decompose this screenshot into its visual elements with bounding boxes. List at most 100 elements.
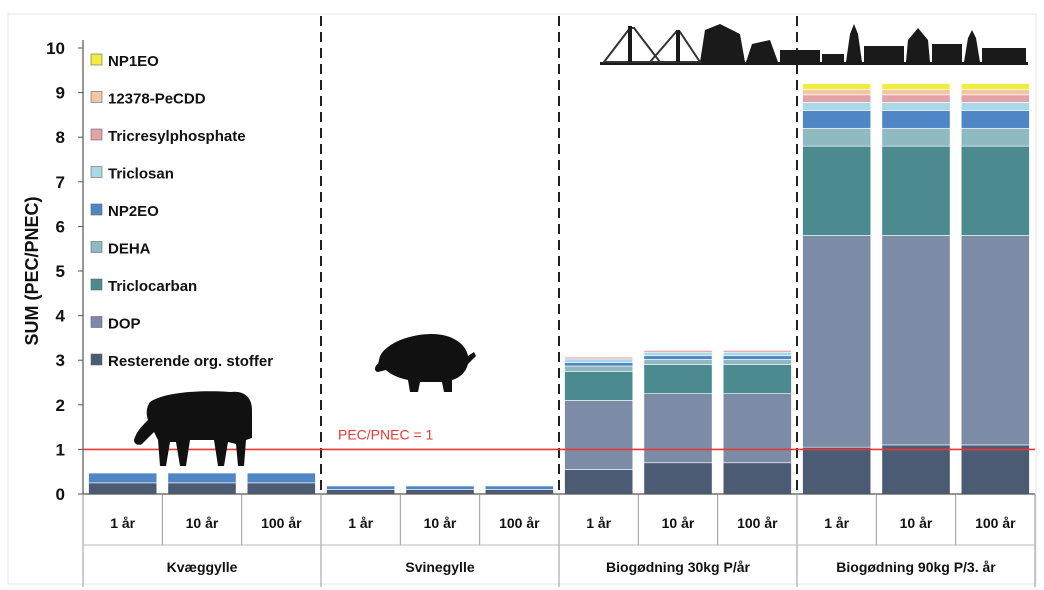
bar-segment xyxy=(881,94,951,103)
legend-label: DEHA xyxy=(108,241,151,258)
legend-label: 12378-PeCDD xyxy=(108,91,206,108)
bar-segment xyxy=(802,235,872,448)
bar-segment xyxy=(881,110,951,129)
legend-label: Tricresylphosphate xyxy=(108,128,246,145)
bar-segment xyxy=(960,145,1030,236)
x-category-label: 100 år xyxy=(975,515,1016,531)
legend-swatch xyxy=(90,166,103,178)
bar-segment xyxy=(564,358,634,363)
x-group-label: Biogødning 30kg P/år xyxy=(606,559,750,575)
bar-segment xyxy=(564,469,634,495)
reference-line-label: PEC/PNEC = 1 xyxy=(338,426,434,442)
bar-segment xyxy=(960,110,1030,129)
bar-segment xyxy=(722,393,792,464)
bar-segment xyxy=(722,364,792,394)
x-category-label: 100 år xyxy=(261,515,302,531)
y-tick-label: 4 xyxy=(56,307,66,326)
bar-segment xyxy=(564,371,634,401)
y-tick-label: 8 xyxy=(56,128,65,147)
legend-label: Triclocarban xyxy=(108,278,197,295)
bar-segment xyxy=(960,127,1030,147)
bar-segment xyxy=(722,350,792,353)
bar-segment xyxy=(643,351,713,357)
bar-segment xyxy=(722,462,792,495)
legend-swatch xyxy=(90,353,103,366)
y-tick-label: 5 xyxy=(56,262,65,281)
bar-segment xyxy=(960,444,1030,495)
cow-icon xyxy=(134,391,252,466)
legend-swatch xyxy=(90,278,103,291)
bar-segment xyxy=(246,482,316,495)
bar-segment xyxy=(484,485,554,490)
bar-segment xyxy=(802,94,872,103)
legend-swatch xyxy=(90,128,103,141)
bar-segment xyxy=(643,393,713,464)
x-category-label: 10 år xyxy=(900,515,933,531)
x-category-label: 10 år xyxy=(424,515,457,531)
x-category-label: 10 år xyxy=(186,515,219,531)
y-tick-label: 7 xyxy=(56,173,65,192)
legend-swatch xyxy=(90,91,103,103)
bar-segment xyxy=(643,364,713,394)
x-category-label: 100 år xyxy=(499,515,540,531)
bar-segment xyxy=(405,485,475,490)
bar-segment xyxy=(802,89,872,96)
bar-segment xyxy=(960,235,1030,446)
bar-segment xyxy=(643,359,713,365)
bar-segment xyxy=(88,472,158,484)
bar-segment xyxy=(643,462,713,495)
y-tick-label: 3 xyxy=(56,351,65,370)
y-tick-label: 9 xyxy=(56,84,65,103)
bar-segment xyxy=(167,482,237,495)
bar-segment xyxy=(802,110,872,129)
bar-segment xyxy=(643,355,713,360)
legend-swatch xyxy=(90,241,103,253)
x-category-label: 1 år xyxy=(348,515,373,531)
bar-segment xyxy=(881,102,951,111)
y-tick-label: 2 xyxy=(56,396,65,415)
bar-segment xyxy=(881,83,951,90)
bar-segment xyxy=(564,400,634,470)
bar-segment xyxy=(564,362,634,367)
legend-swatch xyxy=(90,316,103,328)
bar-segment xyxy=(960,94,1030,103)
legend-label: NP2EO xyxy=(108,203,159,220)
x-group-label: Biogødning 90kg P/3. år xyxy=(836,559,996,575)
x-group-label: Svinegylle xyxy=(405,559,474,575)
bar-segment xyxy=(802,102,872,111)
bar-segment xyxy=(722,359,792,365)
city-skyline-icon xyxy=(600,24,1028,65)
legend-swatch xyxy=(90,203,103,216)
y-axis-title: SUM (PEC/PNEC) xyxy=(22,196,42,345)
bar-segment xyxy=(405,489,475,495)
bar-segment xyxy=(326,485,396,490)
bar-segment xyxy=(246,472,316,484)
bar-segment xyxy=(88,482,158,495)
bar-segment xyxy=(484,489,554,495)
x-group-label: Kvæggylle xyxy=(167,559,238,575)
bar-segment xyxy=(802,145,872,236)
bar-segment xyxy=(643,350,713,353)
bar-segment xyxy=(564,356,634,360)
bar-segment xyxy=(326,489,396,495)
x-category-label: 1 år xyxy=(110,515,135,531)
bar-segment xyxy=(802,127,872,147)
bar-segment xyxy=(802,83,872,90)
bar-segment xyxy=(167,472,237,484)
bar-segment xyxy=(802,446,872,495)
bar-segment xyxy=(881,145,951,236)
bar-segment xyxy=(881,444,951,495)
chart-border xyxy=(7,13,1037,585)
y-tick-label: 10 xyxy=(46,39,65,58)
bar-segment xyxy=(881,89,951,96)
y-tick-label: 1 xyxy=(56,440,65,459)
bar-segment xyxy=(960,83,1030,90)
legend-label: NP1EO xyxy=(108,53,159,70)
bar-segment xyxy=(564,365,634,372)
y-tick-label: 6 xyxy=(56,217,65,236)
bar-segment xyxy=(881,235,951,446)
legend-label: DOP xyxy=(108,316,141,333)
x-category-label: 1 år xyxy=(586,515,611,531)
